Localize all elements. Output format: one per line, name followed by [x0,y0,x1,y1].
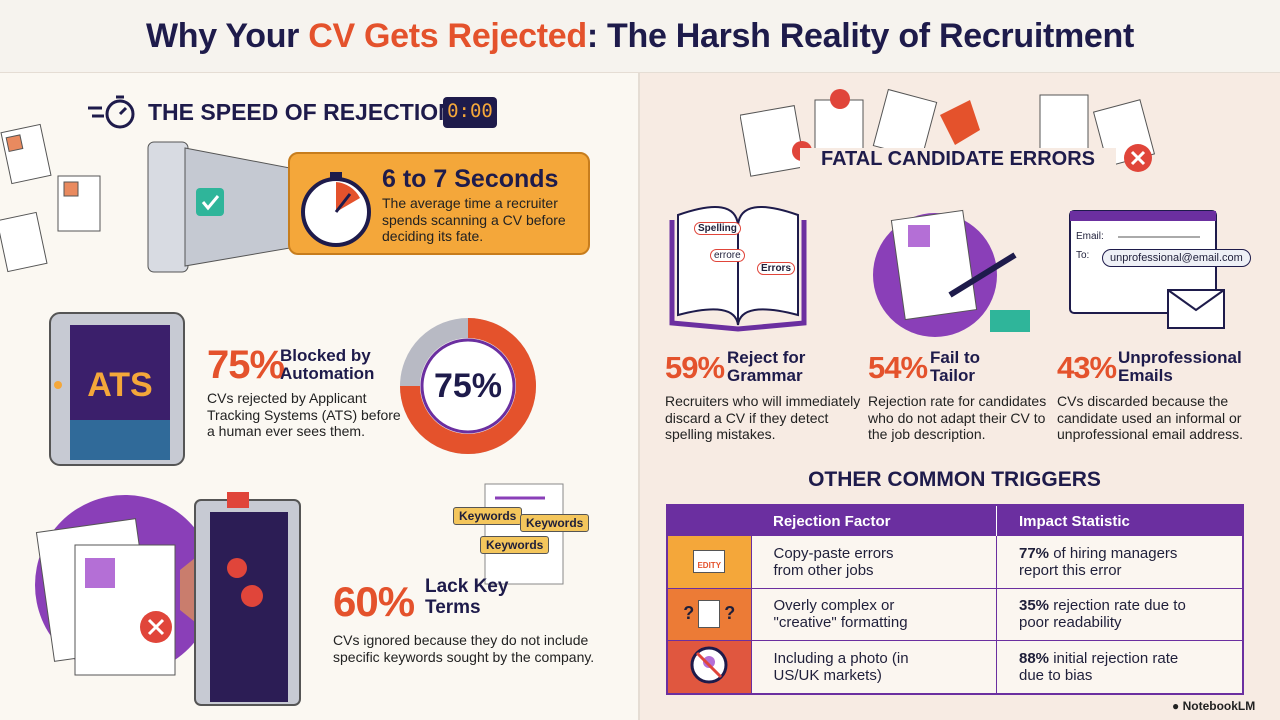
error-label: Fail to Tailor [930,348,981,386]
stat-rest: of hiring managers report this error [1019,544,1178,579]
timer-box [443,97,497,128]
stat-rest: rejection rate due to poor readability [1019,596,1186,631]
email-field: To: [1076,250,1090,261]
error-label: Unprofessional Emails [1118,348,1242,386]
row-icon: ?? [667,588,751,640]
no-photo-icon [690,646,728,684]
speed-heading: THE SPEED OF REJECTION [148,99,455,125]
card-stopwatch [301,172,371,247]
triggers-table: Rejection Factor Impact Statistic EDITY … [666,504,1244,695]
row-icon: EDITY [667,536,751,588]
title-part: Why Your [145,17,309,55]
error-label: Reject for Grammar [727,348,806,386]
ats-label: Blocked by Automation [280,346,375,384]
email-window [1069,210,1225,329]
errors-illustrations [669,206,1225,337]
stat-text: 35% rejection rate due to poor readabili… [1019,597,1209,632]
keywords-illustration [35,492,301,706]
stat-bold: 77% [1019,544,1050,562]
triggers-heading: OTHER COMMON TRIGGERS [808,468,1101,491]
footer-brand: ● NotebookLM [1172,699,1256,713]
donut-label: 75% [434,367,502,405]
keyword-tag: Keywords [520,514,590,532]
row-icon [667,640,751,694]
table-header: Rejection Factor Impact Statistic [667,505,1243,536]
speed-illustration [0,95,497,273]
ats-badge: ATS [87,366,153,404]
keyword-doc [484,483,564,585]
ats-machine [49,312,185,466]
icon-text: EDITY [693,550,726,574]
icon-text: ? [683,602,695,623]
donut-arc [400,318,536,454]
scanner [147,141,291,273]
error-percent: 54% [868,350,928,385]
title-part: : The Harsh Reality of Recruitment [586,17,1135,55]
tailor-illustration [873,209,1030,337]
errors-heading: FATAL CANDIDATE ERRORS [800,148,1116,171]
ats-donut: 75% [400,318,536,454]
stat-text: 88% initial rejection rate due to bias [1019,650,1204,685]
stat-cell: 88% initial rejection rate due to bias [996,640,1243,694]
factor-text: Overly complex or "creative" formatting [773,596,908,631]
stat-cell: 35% rejection rate due to poor readabili… [996,588,1243,640]
speed-stat: 6 to 7 Seconds [382,165,559,193]
error-desc: Recruiters who will immediately discard … [665,393,861,443]
factor-text: Including a photo (in US/UK markets) [773,649,909,684]
keyword-tag: Keywords [480,536,550,554]
email-address: unprofessional@email.com [1102,249,1251,267]
keywords-label: Lack Key Terms [425,576,509,618]
header-cell: Rejection Factor [773,512,891,530]
title: Why Your CV Gets Rejected: The Harsh Rea… [0,0,1280,72]
stat-rest: initial rejection rate due to bias [1019,649,1179,684]
keyword-tag: Keywords [453,507,523,525]
error-percent: 59% [665,350,725,385]
timer-text: 0:00 [447,100,493,122]
factor-text: Copy-paste errors from other jobs [773,544,894,579]
error-percent: 43% [1057,350,1117,385]
stat-cell: 77% of hiring managers report this error [996,536,1243,588]
papers [0,123,101,273]
stat-bold: 88% [1019,649,1050,667]
speed-desc: The average time a recruiter spends scan… [382,195,566,245]
ats-desc: CVs rejected by Applicant Tracking Syste… [207,390,401,440]
title-bar: Why Your CV Gets Rejected: The Harsh Rea… [0,0,1280,73]
brand-text: NotebookLM [1182,699,1256,713]
divider [638,72,640,720]
grammar-word: errore [710,249,745,262]
grammar-word: Spelling [694,222,741,235]
keywords-percent: 60% [333,578,415,625]
table-row: EDITY Copy-paste errors from other jobs … [667,536,1243,588]
header-cell [667,505,751,536]
icon-text: ? [724,602,736,623]
grammar-word: Errors [757,262,796,275]
stopwatch-icon [88,95,135,129]
header-cell: Impact Statistic [996,505,1243,536]
stat-bold: 35% [1019,596,1050,614]
factor-cell: Overly complex or "creative" formatting [750,588,997,640]
email-field: Email: [1076,231,1104,242]
keywords-desc: CVs ignored because they do not include … [333,632,595,665]
error-desc: Rejection rate for candidates who do not… [868,393,1047,443]
factor-cell: Copy-paste errors from other jobs [750,536,997,588]
title-highlight: CV Gets Rejected [308,17,587,55]
table-row: Including a photo (in US/UK markets) 88%… [667,640,1243,694]
factor-cell: Including a photo (in US/UK markets) [750,640,997,694]
error-desc: CVs discarded because the candidate used… [1057,393,1243,443]
ats-percent: 75% [207,343,285,387]
stat-text: 77% of hiring managers report this error [1019,545,1199,580]
table-row: ?? Overly complex or "creative" formatti… [667,588,1243,640]
